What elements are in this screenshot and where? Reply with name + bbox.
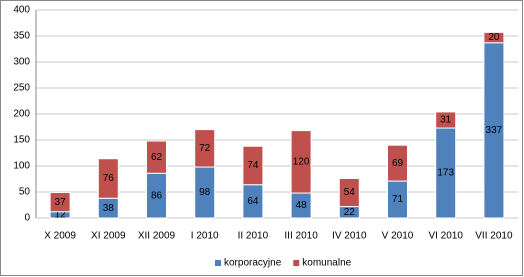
- data-label: 31: [440, 115, 452, 126]
- data-label: 86: [151, 190, 163, 201]
- x-tick-label: X 2009: [44, 231, 76, 242]
- y-tick-label: 200: [13, 109, 30, 120]
- y-tick-label: 250: [13, 83, 30, 94]
- bar-segment: [290, 130, 312, 194]
- data-label: 76: [103, 173, 115, 184]
- y-tick-label: 400: [13, 5, 30, 16]
- legend-swatch: [293, 260, 300, 266]
- y-tick-label: 0: [24, 213, 30, 224]
- bar-segment: [97, 158, 119, 199]
- bar-segment: [387, 144, 408, 182]
- bar-segment: [146, 140, 167, 174]
- x-tick-label: IV 2010: [332, 231, 367, 242]
- x-tick-label: XII 2009: [138, 231, 176, 242]
- data-label: 69: [392, 158, 404, 169]
- bar-segment: [435, 111, 457, 129]
- data-label: 120: [293, 156, 310, 167]
- data-label: 37: [55, 197, 67, 208]
- y-tick-label: 350: [13, 31, 30, 42]
- y-tick-label: 300: [13, 57, 30, 68]
- x-tick-label: VI 2010: [428, 231, 463, 242]
- x-tick-label: VII 2010: [475, 231, 513, 242]
- legend-label: korporacyjne: [224, 258, 282, 269]
- data-label: 48: [296, 200, 308, 211]
- data-label: 54: [344, 187, 356, 198]
- x-tick-label: III 2010: [284, 231, 318, 242]
- data-label: 38: [103, 203, 115, 214]
- data-label: 72: [199, 143, 211, 154]
- bar-segment: [49, 192, 71, 213]
- data-label: 20: [488, 32, 500, 43]
- data-label: 173: [437, 168, 454, 179]
- bar-segment: [483, 31, 505, 44]
- legend-swatch: [215, 260, 221, 266]
- x-tick-label: V 2010: [382, 231, 414, 242]
- legend-label: komunalne: [302, 258, 351, 269]
- y-tick-label: 100: [13, 161, 30, 172]
- data-label: 98: [199, 187, 211, 198]
- data-label: 71: [392, 194, 404, 205]
- data-label: 337: [486, 125, 503, 136]
- x-tick-label: XI 2009: [91, 231, 126, 242]
- bar-segment: [338, 177, 360, 208]
- data-label: 62: [151, 152, 163, 163]
- x-tick-label: I 2010: [191, 231, 219, 242]
- data-label: 64: [247, 196, 259, 207]
- x-tick-label: II 2010: [238, 231, 269, 242]
- bar-segment: [242, 145, 264, 186]
- data-label: 12: [55, 210, 67, 221]
- data-label: 22: [344, 207, 356, 218]
- bar-segment: [194, 129, 216, 168]
- data-label: 74: [247, 160, 259, 171]
- y-tick-label: 50: [19, 187, 31, 198]
- y-tick-label: 150: [13, 135, 30, 146]
